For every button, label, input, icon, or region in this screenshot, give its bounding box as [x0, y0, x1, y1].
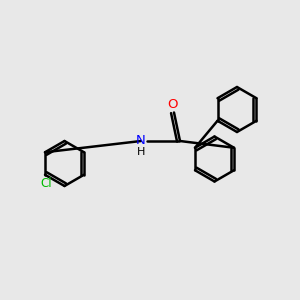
Text: N: N [136, 134, 146, 148]
Text: O: O [167, 98, 178, 111]
Text: H: H [137, 147, 145, 158]
Text: Cl: Cl [41, 177, 52, 190]
